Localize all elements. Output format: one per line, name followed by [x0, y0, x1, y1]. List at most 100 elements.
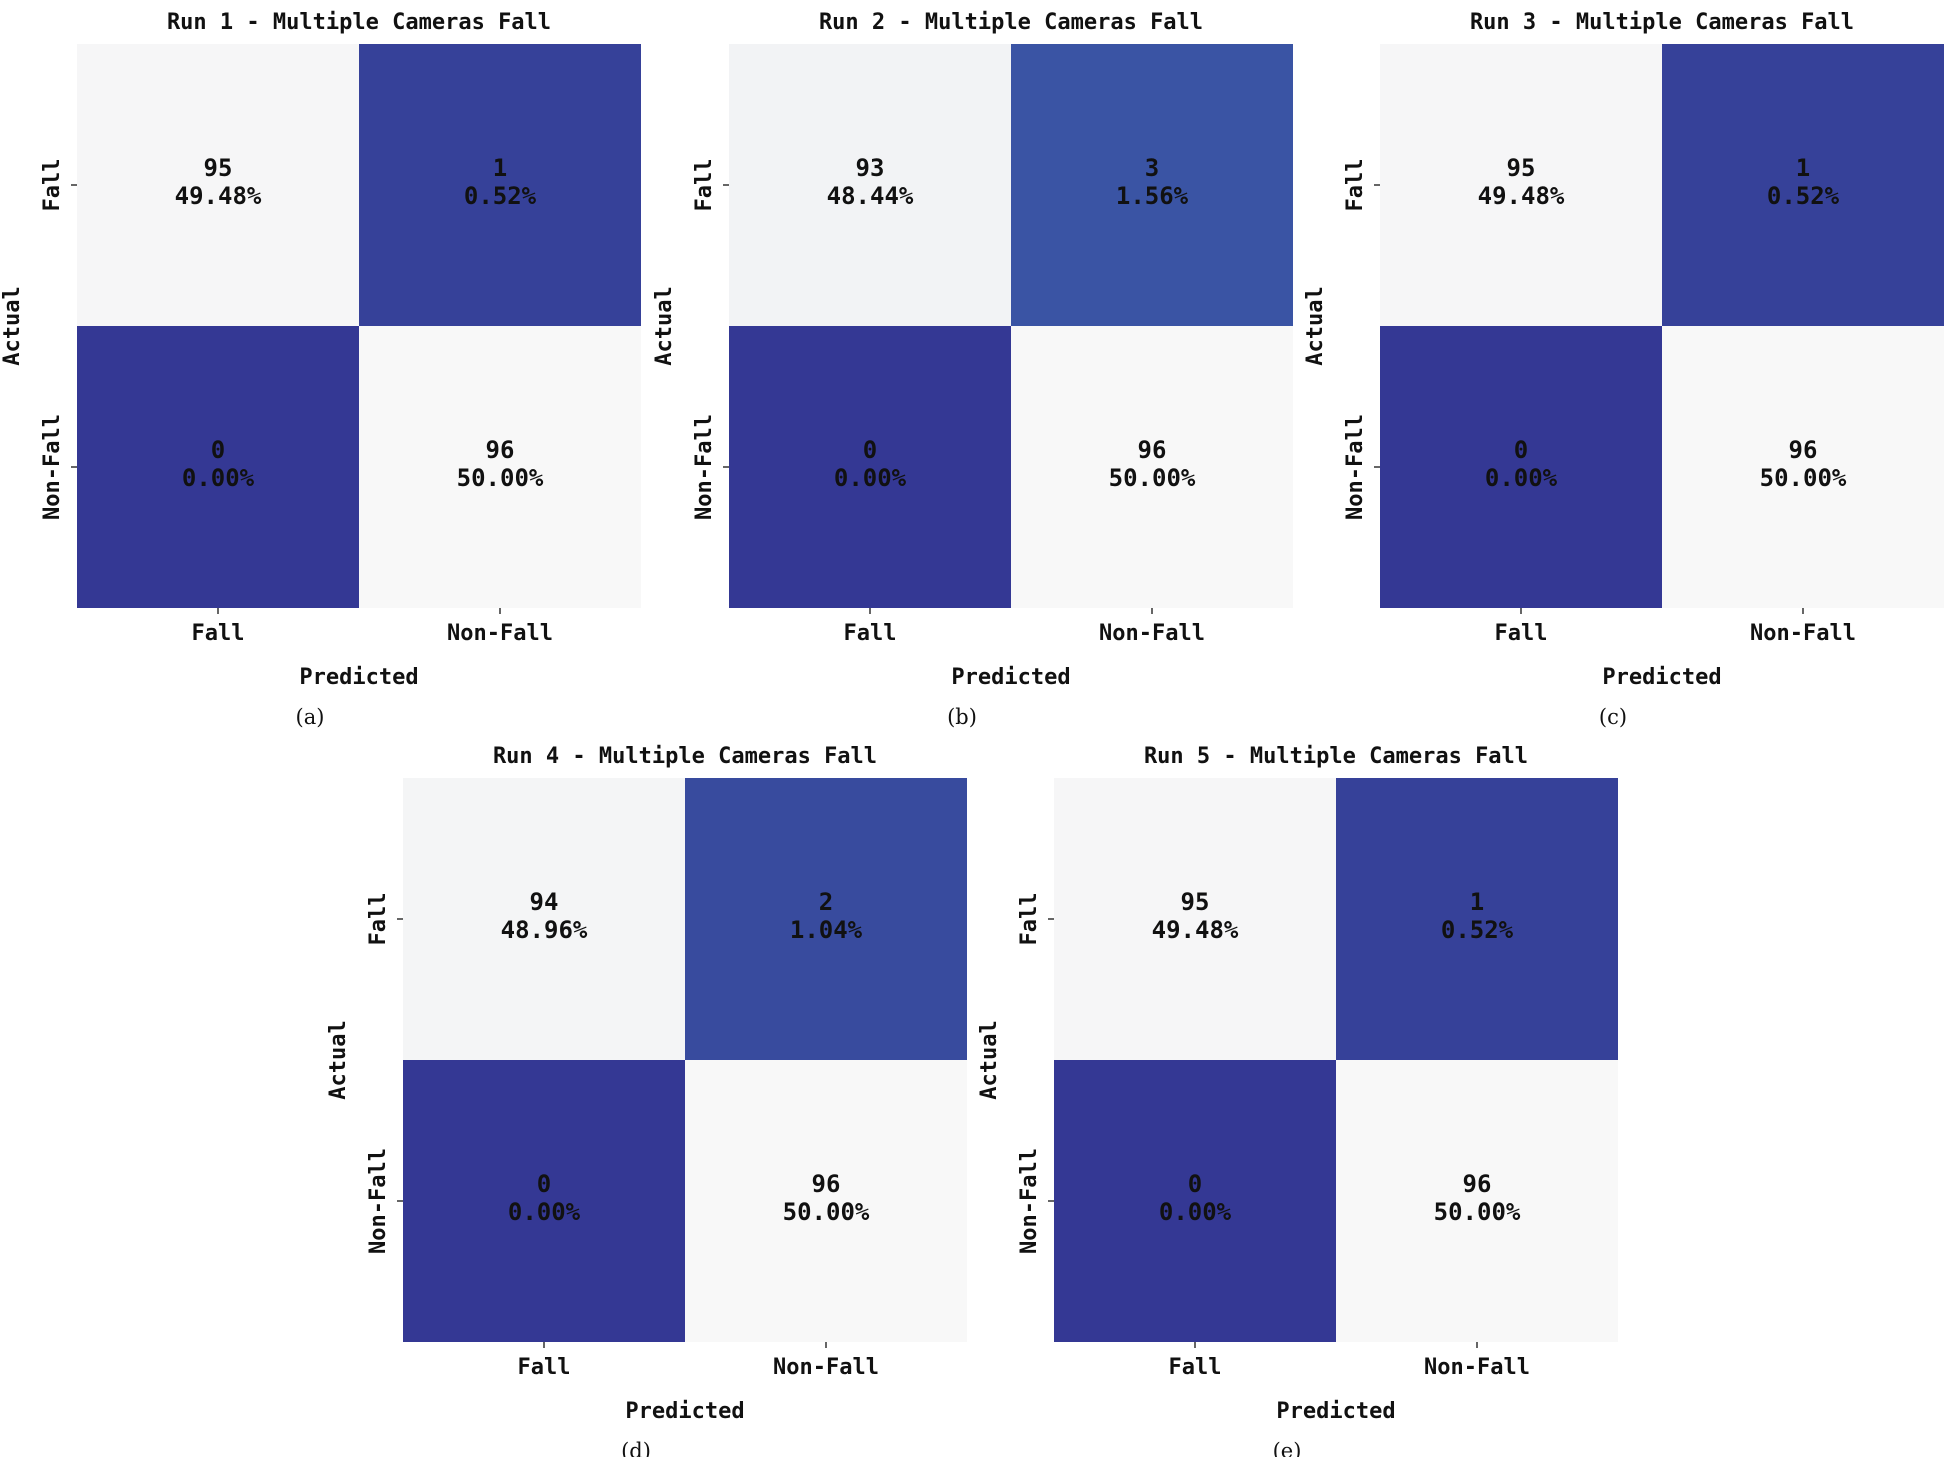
cell-percent-label: 48.44%	[827, 182, 914, 210]
heatmap-cell	[1662, 326, 1944, 608]
x-tick-label: Non-Fall	[773, 1355, 879, 1380]
y-axis-label: Actual	[1303, 286, 1328, 365]
cell-percent-label: 50.00%	[1434, 1198, 1521, 1226]
cell-count-label: 96	[1789, 436, 1818, 464]
heatmap-cell	[729, 44, 1011, 326]
cell-count-label: 95	[1507, 154, 1536, 182]
cell-percent-label: 50.00%	[457, 464, 544, 492]
cell-count-label: 2	[819, 888, 833, 916]
heatmap-cell	[359, 44, 641, 326]
x-tick-label: Fall	[518, 1355, 571, 1380]
y-tick-label: Non-Fall	[40, 414, 65, 520]
y-tick-label: Non-Fall	[692, 414, 717, 520]
x-axis-label: Predicted	[1276, 1399, 1395, 1424]
cell-count-label: 0	[1514, 436, 1528, 464]
cell-count-label: 0	[1188, 1170, 1202, 1198]
cell-count-label: 93	[856, 154, 885, 182]
chart-title: Run 3 - Multiple Cameras Fall	[1470, 10, 1854, 35]
panel-caption: (c)	[1599, 705, 1627, 729]
chart-title: Run 4 - Multiple Cameras Fall	[493, 744, 877, 769]
cell-count-label: 96	[812, 1170, 841, 1198]
x-axis-label: Predicted	[951, 665, 1070, 690]
cell-count-label: 0	[211, 436, 225, 464]
y-tick-label: Non-Fall	[366, 1148, 391, 1254]
cell-percent-label: 49.48%	[1152, 916, 1239, 944]
heatmap-cell	[1380, 326, 1662, 608]
heatmap-cell	[403, 1060, 685, 1342]
heatmap-cell	[77, 326, 359, 608]
heatmap-cell	[1054, 1060, 1336, 1342]
y-tick-label: Fall	[692, 159, 717, 212]
cell-count-label: 95	[1181, 888, 1210, 916]
x-tick-label: Fall	[192, 621, 245, 646]
cell-count-label: 0	[863, 436, 877, 464]
heatmap-cell	[685, 1060, 967, 1342]
heatmap-cell	[1011, 44, 1293, 326]
cell-percent-label: 1.04%	[790, 916, 863, 944]
cell-count-label: 96	[1138, 436, 1167, 464]
cell-percent-label: 50.00%	[783, 1198, 870, 1226]
y-axis-label: Actual	[0, 286, 25, 365]
heatmap-cell	[403, 778, 685, 1060]
cell-count-label: 1	[1470, 888, 1484, 916]
x-axis-label: Predicted	[1602, 665, 1721, 690]
cell-percent-label: 49.48%	[175, 182, 262, 210]
y-tick-label: Non-Fall	[1017, 1148, 1042, 1254]
cell-count-label: 96	[486, 436, 515, 464]
x-tick-label: Non-Fall	[447, 621, 553, 646]
cell-count-label: 1	[1796, 154, 1810, 182]
x-tick-label: Fall	[1169, 1355, 1222, 1380]
y-tick-label: Non-Fall	[1343, 414, 1368, 520]
panel-caption: (d)	[621, 1439, 651, 1457]
heatmap-cell	[1662, 44, 1944, 326]
heatmap-cell	[685, 778, 967, 1060]
heatmap-cell	[1054, 778, 1336, 1060]
cell-percent-label: 50.00%	[1109, 464, 1196, 492]
cell-percent-label: 48.96%	[501, 916, 588, 944]
chart-title: Run 1 - Multiple Cameras Fall	[167, 10, 551, 35]
cell-percent-label: 50.00%	[1760, 464, 1847, 492]
x-axis-label: Predicted	[299, 665, 418, 690]
cell-count-label: 94	[530, 888, 559, 916]
x-tick-label: Non-Fall	[1424, 1355, 1530, 1380]
heatmap-cell	[1380, 44, 1662, 326]
cell-percent-label: 0.52%	[464, 182, 537, 210]
cell-percent-label: 49.48%	[1478, 182, 1565, 210]
cell-percent-label: 1.56%	[1116, 182, 1189, 210]
x-tick-label: Fall	[844, 621, 897, 646]
cell-count-label: 0	[537, 1170, 551, 1198]
x-axis-label: Predicted	[625, 1399, 744, 1424]
y-tick-label: Fall	[40, 159, 65, 212]
heatmap-cell	[359, 326, 641, 608]
panel-caption: (a)	[296, 705, 325, 729]
cell-percent-label: 0.00%	[508, 1198, 581, 1226]
cell-percent-label: 0.52%	[1767, 182, 1840, 210]
heatmap-cell	[1011, 326, 1293, 608]
cell-count-label: 1	[493, 154, 507, 182]
y-axis-label: Actual	[326, 1020, 351, 1099]
y-axis-label: Actual	[652, 286, 677, 365]
y-axis-label: Actual	[977, 1020, 1002, 1099]
chart-title: Run 5 - Multiple Cameras Fall	[1144, 744, 1528, 769]
cell-percent-label: 0.00%	[834, 464, 907, 492]
y-tick-label: Fall	[1017, 893, 1042, 946]
panel-caption: (e)	[1273, 1439, 1302, 1457]
x-tick-label: Non-Fall	[1750, 621, 1856, 646]
cell-percent-label: 0.00%	[1159, 1198, 1232, 1226]
heatmap-cell	[77, 44, 359, 326]
cell-count-label: 95	[204, 154, 233, 182]
cell-percent-label: 0.00%	[182, 464, 255, 492]
chart-title: Run 2 - Multiple Cameras Fall	[819, 10, 1203, 35]
y-tick-label: Fall	[366, 893, 391, 946]
x-tick-label: Fall	[1495, 621, 1548, 646]
panel-caption: (b)	[947, 705, 977, 729]
cell-percent-label: 0.00%	[1485, 464, 1558, 492]
heatmap-cell	[729, 326, 1011, 608]
cell-count-label: 3	[1145, 154, 1159, 182]
cell-count-label: 96	[1463, 1170, 1492, 1198]
heatmap-cell	[1336, 778, 1618, 1060]
heatmap-cell	[1336, 1060, 1618, 1342]
y-tick-label: Fall	[1343, 159, 1368, 212]
cell-percent-label: 0.52%	[1441, 916, 1514, 944]
